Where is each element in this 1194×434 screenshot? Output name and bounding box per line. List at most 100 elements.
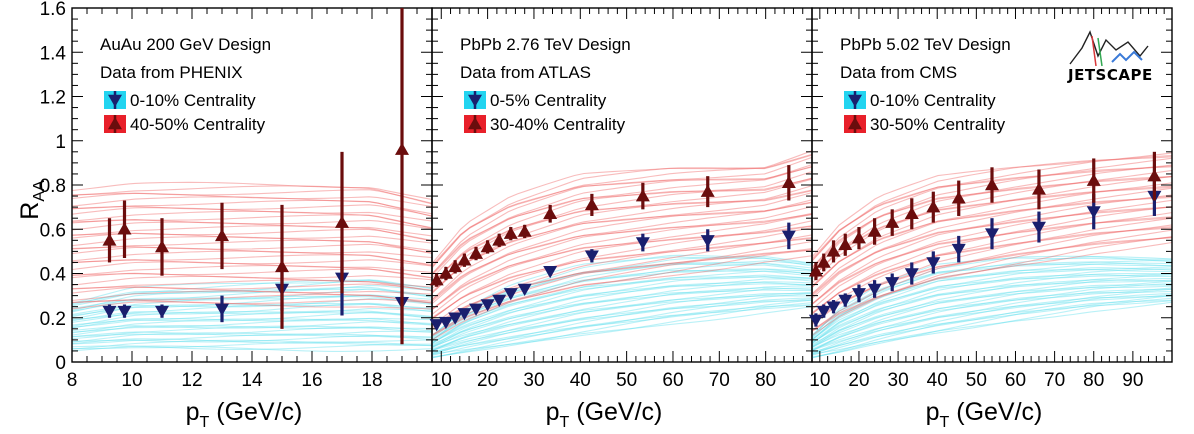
peripheral-model-band-curve xyxy=(432,166,812,276)
peripheral-model-band-curve xyxy=(432,189,812,292)
peripheral-model-band-curve xyxy=(72,259,432,267)
panel-title: AuAu 200 GeV Design xyxy=(100,35,271,54)
legend-label: 0-10% Centrality xyxy=(870,91,996,110)
up-triangle-marker xyxy=(926,200,941,213)
central-model-band-curve xyxy=(812,267,1172,342)
central-model-band-curve xyxy=(812,262,1172,338)
y-tick-label: 1 xyxy=(55,132,66,153)
y-tick-label: 0.8 xyxy=(40,176,66,197)
x-tick-label: 10 xyxy=(809,370,830,391)
x-tick-label: 40 xyxy=(927,370,948,391)
central-model-band-curve xyxy=(812,279,1172,348)
up-triangle-marker xyxy=(480,239,495,253)
central-model-band-curve xyxy=(812,282,1172,348)
up-triangle-marker xyxy=(448,259,463,273)
peripheral-model-band-curve xyxy=(432,185,812,290)
central-model-band-curve xyxy=(432,263,812,341)
peripheral-model-band-curve xyxy=(72,232,432,244)
central-model-band xyxy=(812,255,1172,359)
peripheral-model-band-curve xyxy=(432,225,812,319)
central-model-band-curve xyxy=(72,298,432,315)
peripheral-model-band-curve xyxy=(72,221,432,237)
central-model-band-curve xyxy=(812,273,1172,344)
down-triangle-marker xyxy=(635,237,650,250)
central-model-band-curve xyxy=(812,277,1172,345)
up-triangle-marker xyxy=(808,264,823,277)
central-model-band-curve xyxy=(72,332,432,343)
peripheral-model-band-curve xyxy=(72,294,432,304)
peripheral-model-band-curve xyxy=(432,213,812,310)
up-triangle-marker xyxy=(1031,182,1046,195)
legend-item: 40-50% Centrality xyxy=(104,115,266,134)
down-triangle-marker xyxy=(985,228,999,241)
peripheral-model-band-curve xyxy=(72,207,432,222)
x-tick-label: 70 xyxy=(1044,370,1065,391)
x-tick-label: 60 xyxy=(662,370,683,391)
central-model-band-curve xyxy=(72,311,432,326)
central-model-band-curve xyxy=(72,303,432,320)
central-model-band-curve xyxy=(72,317,432,329)
down-triangle-marker xyxy=(781,230,796,243)
central-model-band-curve xyxy=(432,256,812,338)
peripheral-model-band-curve xyxy=(812,196,1172,297)
central-model-band-curve xyxy=(432,295,812,354)
peripheral-model-band-curve xyxy=(72,268,432,279)
x-tick-label: 70 xyxy=(709,370,730,391)
y-axis-title-main: R xyxy=(16,202,44,220)
peripheral-data-series xyxy=(102,8,409,345)
central-model-band-curve xyxy=(432,302,812,355)
down-triangle-marker xyxy=(457,308,472,321)
down-triangle-marker xyxy=(503,288,518,301)
peripheral-model-band-curve xyxy=(432,150,812,264)
peripheral-model-band-curve xyxy=(72,228,432,242)
x-axis-title-main: p xyxy=(926,398,940,426)
down-triangle-marker xyxy=(700,235,715,248)
peripheral-model-band xyxy=(72,181,432,310)
peripheral-model-band-curve xyxy=(432,164,812,275)
logo-mountain-icon xyxy=(1069,30,1149,65)
down-triangle-marker xyxy=(215,303,229,316)
x-axis-title-main: p xyxy=(546,398,560,426)
legend-item: 30-50% Centrality xyxy=(844,115,1006,134)
central-model-band-curve xyxy=(812,274,1172,347)
down-triangle-marker xyxy=(155,305,169,319)
peripheral-model-band-curve xyxy=(432,227,812,320)
peripheral-model-band-curve xyxy=(432,249,812,337)
central-model-band-curve xyxy=(432,292,812,352)
down-triangle-marker xyxy=(926,257,941,270)
y-tick-label: 1.6 xyxy=(40,0,66,20)
central-model-band-curve xyxy=(72,279,432,307)
central-model-band-curve xyxy=(72,330,432,338)
panel-subtitle: Data from CMS xyxy=(840,63,957,82)
up-triangle-marker xyxy=(838,237,853,250)
up-triangle-marker xyxy=(700,184,715,197)
central-model-band-curve xyxy=(72,302,432,321)
x-tick-label: 80 xyxy=(755,370,776,391)
legend-up-triangle-icon xyxy=(468,117,482,130)
down-triangle-marker xyxy=(543,266,558,279)
down-triangle-marker xyxy=(885,277,900,290)
peripheral-model-band-curve xyxy=(432,177,812,284)
peripheral-model-band-curve xyxy=(72,301,432,310)
x-tick-label: 90 xyxy=(1122,370,1143,391)
legend-item: 0-5% Centrality xyxy=(464,91,607,110)
peripheral-model-band-curve xyxy=(432,202,812,302)
central-model-band-curve xyxy=(72,318,432,334)
peripheral-data-series xyxy=(808,151,1162,281)
central-model-band-curve xyxy=(72,345,432,352)
central-model-band-curve xyxy=(72,335,432,343)
central-model-band-curve xyxy=(72,284,432,306)
x-tick-label: 8 xyxy=(67,370,78,391)
peripheral-model-band-curve xyxy=(432,199,812,301)
central-model-band-curve xyxy=(72,325,432,336)
central-model-band-curve xyxy=(432,268,812,341)
down-triangle-marker xyxy=(808,314,823,327)
peripheral-model-band-curve xyxy=(432,234,812,326)
x-tick-label: 18 xyxy=(361,370,382,391)
panel-1: 8 10 12 14 16 18 0 0.2 0.4 0.6 0.8 1 1.2 1.4 1.6 AuAu 2… xyxy=(40,0,433,391)
up-triangle-marker xyxy=(1086,173,1101,186)
peripheral-model-band-curve xyxy=(432,190,812,294)
y-tick-label: 0 xyxy=(55,353,66,374)
legend-label: 0-5% Centrality xyxy=(490,91,607,110)
peripheral-model-band-curve xyxy=(432,213,812,311)
